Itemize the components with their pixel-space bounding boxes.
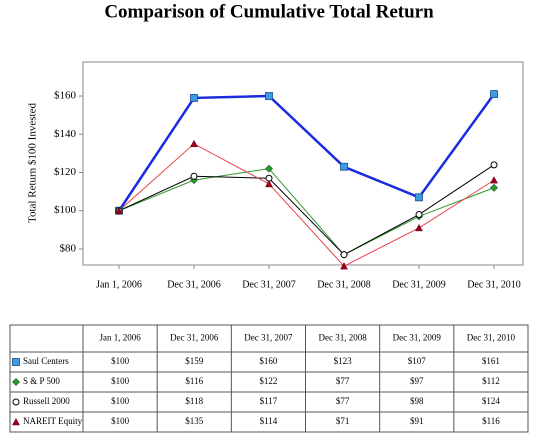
table-header: Dec 31, 2009	[393, 333, 442, 343]
series-line	[118, 143, 495, 267]
series-line	[117, 93, 496, 212]
table-cell: $116	[185, 376, 203, 386]
legend-label: Russell 2000	[23, 396, 70, 406]
plot-frame	[82, 61, 524, 266]
table-header: Dec 31, 2006	[170, 333, 219, 343]
data-point	[490, 176, 498, 184]
table-cell: $77	[336, 376, 350, 386]
table-cell: $97	[410, 376, 424, 386]
legend-marker	[12, 417, 20, 426]
data-point	[415, 211, 423, 219]
table-cell: $117	[260, 396, 278, 406]
legend-label: NAREIT Equity	[23, 416, 83, 426]
y-tick-label: $160	[54, 90, 77, 102]
y-tick-label: $100	[54, 204, 77, 216]
table-cell: $98	[410, 396, 424, 406]
y-tick-label: $120	[54, 166, 77, 178]
data-point	[265, 179, 273, 188]
table-cell: $100	[111, 376, 130, 386]
table-cell: $100	[111, 396, 130, 406]
data-point	[490, 183, 498, 192]
table-cell: $114	[260, 416, 278, 426]
legend-marker	[12, 398, 20, 406]
table-cell: $116	[482, 416, 500, 426]
data-point	[265, 164, 273, 173]
y-tick-label: $80	[60, 242, 77, 254]
table-cell: $159	[185, 356, 204, 366]
table-header: Jan 1, 2006	[99, 333, 141, 343]
data-point	[340, 251, 348, 259]
table-header: Dec 31, 2008	[318, 333, 367, 343]
x-tick-label: Dec 31, 2008	[317, 279, 371, 290]
data-point	[115, 206, 123, 214]
table-header: Dec 31, 2007	[244, 333, 293, 343]
x-tick-label: Dec 31, 2009	[392, 279, 446, 290]
data-point	[265, 92, 273, 100]
table-cell: $107	[408, 356, 427, 366]
legend-marker	[12, 378, 20, 386]
data-point	[190, 172, 198, 180]
data-point	[340, 262, 348, 270]
y-axis-title: Total Return $100 Invested	[27, 103, 39, 223]
legend-marker	[12, 358, 20, 366]
data-point	[340, 162, 348, 171]
table-cell: $160	[259, 356, 278, 366]
y-tick-label: $140	[54, 128, 77, 140]
x-tick-label: Dec 31, 2007	[242, 279, 296, 290]
table-cell: $77	[336, 396, 350, 406]
series-line	[118, 164, 495, 256]
table-cell: $71	[336, 416, 350, 426]
table-frame	[9, 324, 529, 433]
table-cell: $100	[111, 356, 130, 366]
data-point	[490, 161, 498, 169]
data-point	[415, 223, 423, 232]
legend-label: S & P 500	[23, 376, 60, 386]
data-point	[190, 94, 198, 102]
data-point	[190, 139, 198, 148]
table-cell: $91	[410, 416, 424, 426]
series-line	[118, 168, 495, 256]
x-tick-label: Dec 31, 2006	[167, 279, 221, 290]
data-point	[415, 193, 423, 202]
table-cell: $135	[185, 416, 204, 426]
x-tick-label: Jan 1, 2006	[96, 279, 142, 290]
table-cell: $161	[482, 356, 500, 366]
data-point	[490, 90, 498, 99]
table-header: Dec 31, 2010	[467, 333, 516, 343]
table-cell: $118	[185, 396, 203, 406]
table-cell: $124	[482, 396, 501, 406]
chart-title: Comparison of Cumulative Total Return	[104, 1, 434, 22]
table-cell: $112	[482, 376, 500, 386]
table-cell: $122	[259, 376, 277, 386]
legend-label: Saul Centers	[23, 356, 69, 366]
table-cell: $123	[334, 356, 353, 366]
table-cell: $100	[111, 416, 130, 426]
x-tick-label: Dec 31, 2010	[467, 279, 521, 290]
